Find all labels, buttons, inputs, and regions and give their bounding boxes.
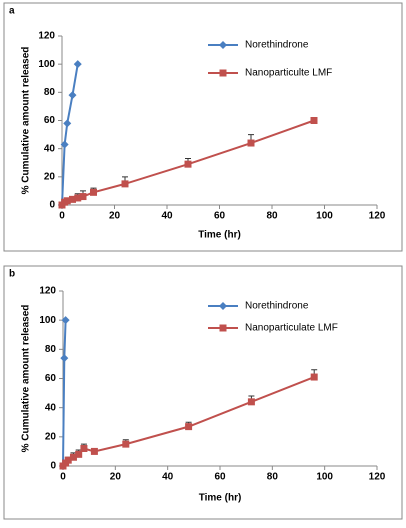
marker xyxy=(75,450,83,458)
y-tick-label: 120 xyxy=(39,286,56,297)
x-tick-label: 100 xyxy=(316,211,333,222)
marker xyxy=(61,316,70,325)
y-tick-label: 100 xyxy=(38,59,55,70)
x-tick-label: 40 xyxy=(162,472,174,483)
panel-label: a xyxy=(9,6,15,17)
x-tick-label: 0 xyxy=(59,211,65,222)
x-axis-label: Time (hr) xyxy=(199,493,242,504)
marker xyxy=(185,423,193,431)
y-axis-label: % Cumulative amount released xyxy=(21,47,32,195)
x-tick-label: 0 xyxy=(60,472,66,483)
x-tick-label: 100 xyxy=(316,472,333,483)
marker xyxy=(80,445,88,452)
x-tick-label: 120 xyxy=(369,211,386,222)
x-tick-label: 20 xyxy=(110,472,122,483)
marker xyxy=(219,324,227,332)
marker xyxy=(219,41,227,49)
marker xyxy=(73,60,82,69)
y-tick-label: 60 xyxy=(45,373,57,384)
marker xyxy=(310,373,318,381)
marker xyxy=(60,140,69,149)
marker xyxy=(247,398,255,406)
panel-border xyxy=(3,265,403,520)
legend-label: Norethindrone xyxy=(245,40,309,51)
legend-label: Norethindrone xyxy=(245,301,309,312)
legend-label: Nanoparticulate LMF xyxy=(245,323,338,334)
y-tick-label: 40 xyxy=(44,143,56,154)
x-tick-label: 80 xyxy=(266,211,278,222)
y-tick-label: 100 xyxy=(39,315,56,326)
x-tick-label: 60 xyxy=(214,472,226,483)
panel-border xyxy=(3,2,403,252)
y-axis-label: % Cumulative amount released xyxy=(21,305,32,453)
series-line xyxy=(61,63,79,206)
y-tick-label: 120 xyxy=(38,31,55,42)
marker xyxy=(79,193,87,201)
marker xyxy=(90,188,97,196)
y-tick-label: 0 xyxy=(50,461,56,472)
legend-label: Nanoparticulte LMF xyxy=(245,68,332,79)
x-tick-label: 80 xyxy=(267,472,279,483)
marker xyxy=(69,453,77,461)
y-tick-label: 0 xyxy=(49,200,55,211)
marker xyxy=(247,139,255,147)
y-tick-label: 60 xyxy=(44,115,56,126)
marker xyxy=(60,354,69,363)
y-tick-label: 20 xyxy=(45,431,57,442)
y-tick-label: 40 xyxy=(45,402,57,413)
marker xyxy=(184,160,192,168)
panel-label: b xyxy=(9,269,15,280)
x-tick-label: 60 xyxy=(214,211,226,222)
marker xyxy=(63,197,71,205)
y-tick-label: 20 xyxy=(44,171,56,182)
y-tick-label: 80 xyxy=(45,344,57,355)
x-tick-label: 40 xyxy=(161,211,173,222)
x-tick-label: 120 xyxy=(369,472,386,483)
marker xyxy=(219,302,227,310)
marker xyxy=(121,180,129,188)
marker xyxy=(69,195,76,203)
series-line xyxy=(62,376,315,467)
marker xyxy=(74,194,82,202)
marker xyxy=(310,117,318,124)
marker xyxy=(122,440,130,448)
x-axis-label: Time (hr) xyxy=(198,230,241,241)
marker xyxy=(219,69,227,77)
marker xyxy=(68,91,77,100)
marker xyxy=(90,447,98,455)
marker xyxy=(63,119,72,128)
marker xyxy=(64,456,72,464)
x-tick-label: 20 xyxy=(109,211,121,222)
y-tick-label: 80 xyxy=(44,87,56,98)
